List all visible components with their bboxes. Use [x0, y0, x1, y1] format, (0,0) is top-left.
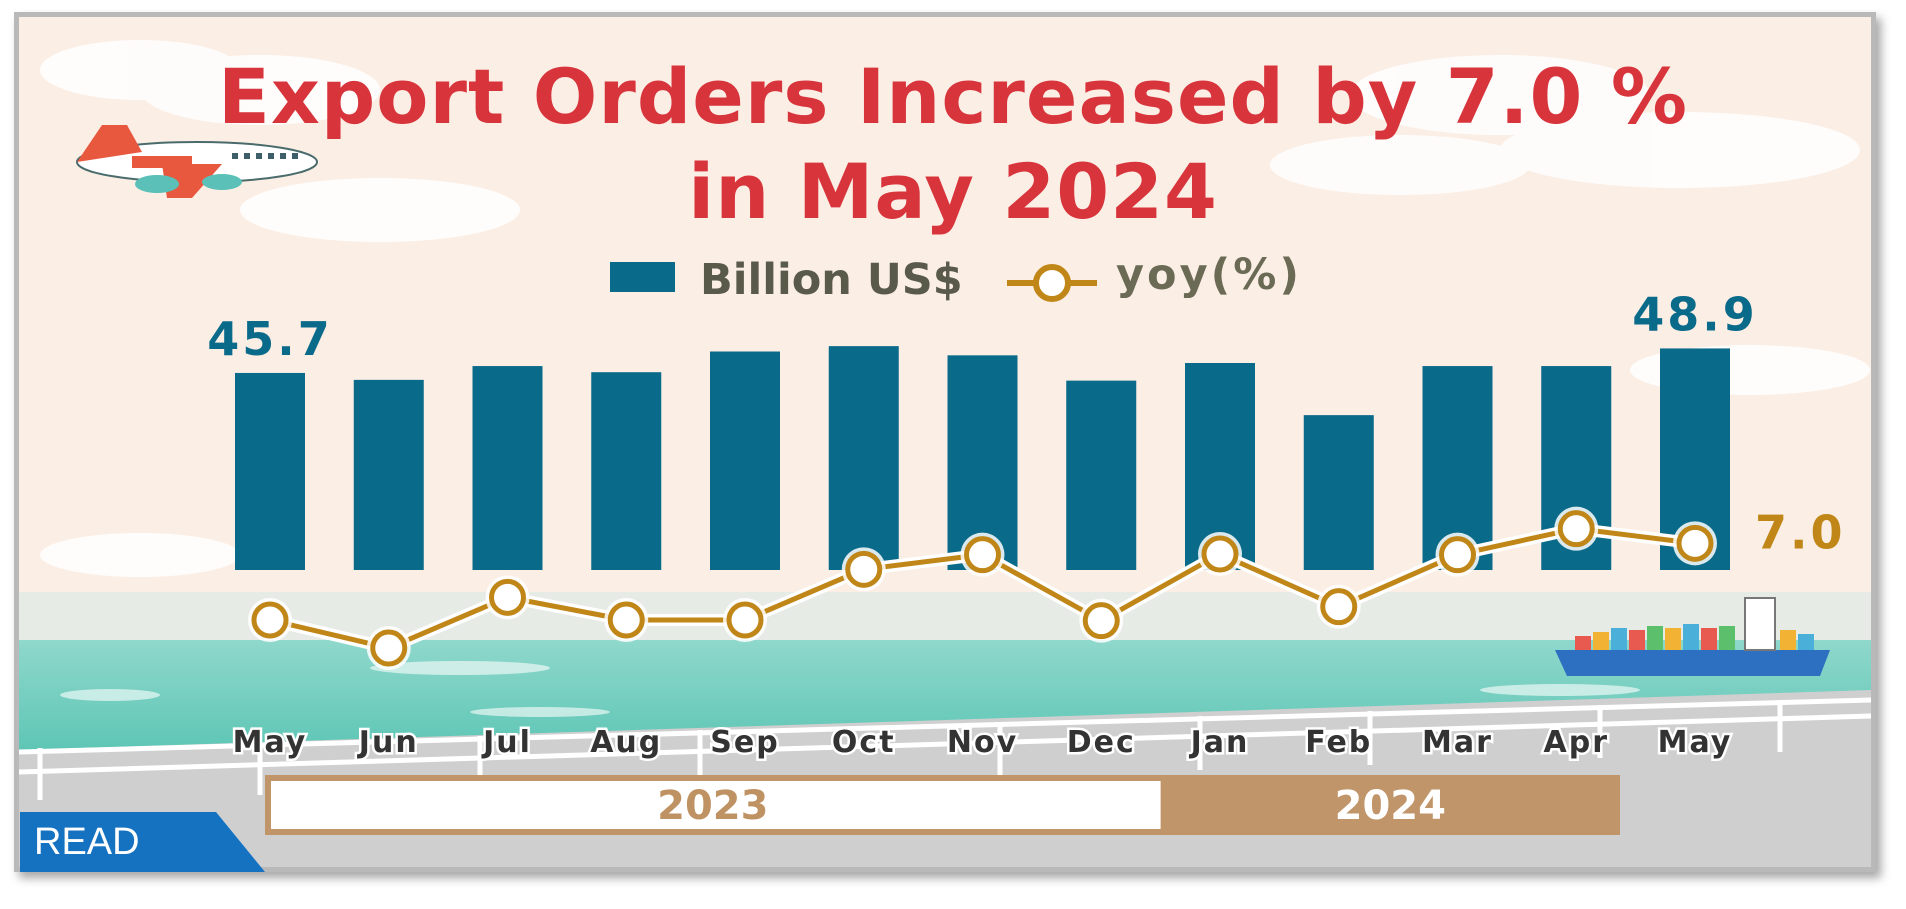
data-label-2: 7.0: [1755, 505, 1846, 559]
x-tick-label-12: May: [1658, 725, 1733, 760]
yoy-point-10: [1439, 536, 1476, 574]
container-ship-icon: [1555, 597, 1830, 676]
x-tick-label-4: Sep: [710, 725, 779, 760]
line-layer: [248, 506, 1717, 670]
legend-line-marker: [1033, 264, 1071, 302]
labels-layer: 45.7 48.9 7.0: [207, 287, 1846, 559]
yoy-point-2: [489, 578, 526, 616]
x-tick-label-6: Nov: [947, 725, 1018, 760]
legend-bar-label: Billion US$: [700, 255, 963, 305]
yoy-point-8: [1201, 535, 1239, 573]
railing: [18, 697, 1872, 800]
bar-feb-9: [1303, 415, 1374, 570]
x-tick-label-10: Mar: [1422, 725, 1493, 760]
yoy-point-4: [726, 601, 764, 639]
x-tick-label-5: Oct: [832, 725, 896, 760]
airplane-icon: [76, 125, 318, 198]
x-tick-label-3: Aug: [590, 725, 662, 760]
bar-jul-2: [472, 366, 543, 570]
yoy-point-3: [607, 601, 645, 639]
yoy-point-5: [845, 550, 883, 588]
bar-aug-3: [591, 372, 662, 570]
x-tick-label-9: Feb: [1305, 725, 1372, 760]
data-label-0: 45.7: [207, 312, 333, 366]
data-label-1: 48.9: [1632, 287, 1758, 341]
title-line-1: Export Orders Increased by 7.0 %: [217, 52, 1689, 141]
bar-oct-5: [828, 346, 899, 570]
yoy-point-11: [1557, 510, 1595, 548]
year-label-2023: 2023: [657, 783, 768, 829]
bar-may-0: [235, 372, 305, 570]
read-label: READ: [34, 821, 140, 863]
x-axis: May Jun Jul Aug Sep Oct Nov Dec Jan Feb Mar Apr May: [230, 723, 1733, 763]
bar-sep-4: [710, 351, 780, 570]
x-tick-label-8: Jan: [1189, 725, 1250, 760]
x-tick-label-0: May: [233, 725, 308, 760]
legend-line-label: yoy(%): [1116, 250, 1302, 300]
bar-dec-7: [1066, 380, 1137, 570]
year-band: 2023 2024: [265, 775, 1620, 835]
x-tick-label-7: Dec: [1067, 725, 1136, 760]
year-band-2023: [271, 781, 1161, 829]
year-label-2024: 2024: [1335, 783, 1446, 829]
bar-jun-1: [353, 379, 424, 570]
plot-area: 45.7 48.9 7.0 May Jun Jul Aug Sep Oct Nov Dec Jan F…: [207, 287, 1846, 835]
yoy-point-9: [1320, 588, 1358, 626]
x-tick-label-1: Jun: [357, 725, 419, 760]
yoy-point-0: [251, 601, 289, 639]
yoy-point-12: [1676, 524, 1714, 562]
chart-legend: [610, 262, 1097, 302]
yoy-point-7: [1082, 602, 1120, 640]
title-line-2: in May 2024: [688, 147, 1218, 236]
legend-bar-swatch: [610, 262, 675, 292]
yoy-point-1: [370, 629, 408, 667]
x-tick-label-2: Jul: [481, 725, 532, 760]
yoy-point-6: [964, 536, 1001, 574]
x-tick-label-11: Apr: [1544, 725, 1610, 760]
